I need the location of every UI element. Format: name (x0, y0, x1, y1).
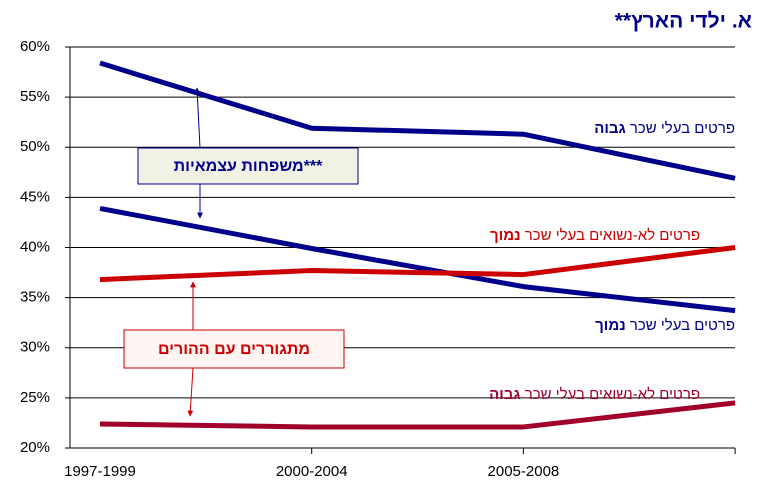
series-label: פרטים לא-נשואים בעלי שכר גבוה (489, 386, 700, 403)
annotation-box (137, 147, 359, 185)
y-tick-label: 35% (20, 289, 50, 306)
y-tick-label: 60% (20, 38, 50, 55)
series-line (99, 400, 736, 430)
x-tick-label: 2005-2008 (488, 463, 560, 480)
arrow (187, 367, 194, 417)
y-tick-label: 55% (20, 88, 50, 105)
chart-title: א. ילדי הארץ** (615, 10, 752, 33)
annotation: משפחות עצמאיות*** (174, 158, 324, 175)
series-line (99, 60, 736, 181)
series-line (99, 205, 736, 314)
x-tick-label: 2000-2004 (276, 463, 348, 480)
x-tick-label: 1997-1999 (64, 463, 136, 480)
y-tick-label: 50% (20, 138, 50, 155)
y-tick-label: 20% (20, 439, 50, 456)
series-line (99, 245, 736, 283)
y-tick-label: 40% (20, 238, 50, 255)
series-label: פרטים בעלי שכר גבוה (594, 120, 735, 137)
series-label: פרטים לא-נשואים בעלי שכר נמוך (490, 227, 700, 244)
arrow (194, 87, 201, 149)
y-tick-label: 30% (20, 339, 50, 356)
annotation: מתגוררים עם ההורים (158, 341, 310, 358)
y-tick-label: 25% (20, 389, 50, 406)
y-tick-label: 45% (20, 188, 50, 205)
annotation-box (123, 329, 345, 369)
series-label: פרטים בעלי שכר נמוך (595, 317, 735, 334)
